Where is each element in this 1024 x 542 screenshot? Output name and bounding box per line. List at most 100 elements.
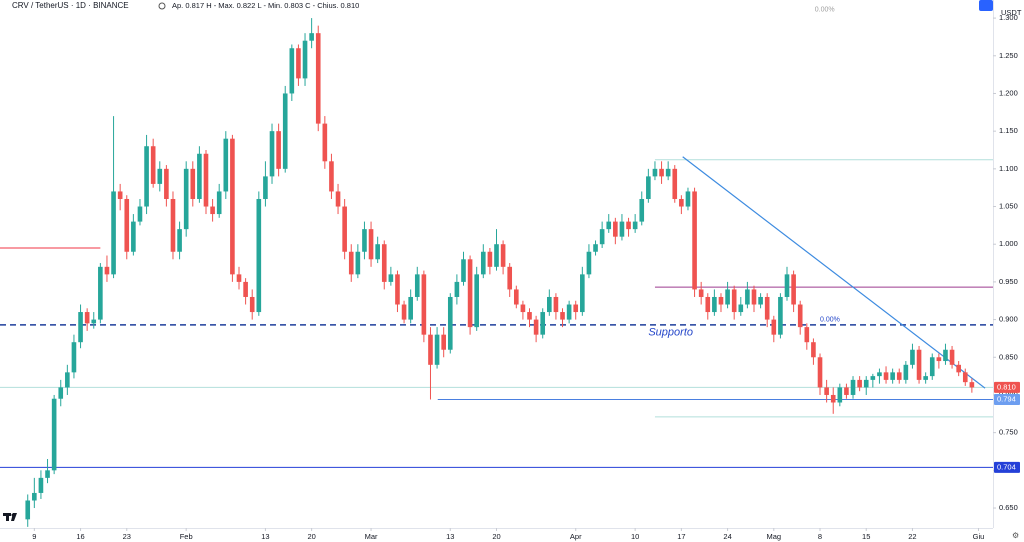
candle-body <box>692 191 697 290</box>
candle-body <box>837 387 843 403</box>
candle-body <box>355 251 361 275</box>
candle-body <box>540 312 546 335</box>
candle-body <box>144 146 149 207</box>
y-tick-label: 1.300 <box>999 13 1018 22</box>
candle-body <box>454 281 460 297</box>
candle-body <box>315 33 321 124</box>
candle-body <box>32 492 37 501</box>
candle-body <box>969 382 975 388</box>
candle-body <box>368 229 374 260</box>
candle-body <box>949 349 955 365</box>
y-tick-label: 0.850 <box>999 352 1018 361</box>
candle-body <box>778 296 783 335</box>
candle-body <box>962 372 968 383</box>
candle-body <box>210 206 215 215</box>
eye-icon[interactable] <box>158 2 166 10</box>
candle-body <box>223 138 229 192</box>
candle-body <box>84 312 90 324</box>
candle-body <box>203 153 209 207</box>
candle-body <box>388 274 394 282</box>
candle-body <box>408 296 413 320</box>
candle-body <box>910 349 915 365</box>
candle-body <box>764 296 770 320</box>
candle-body <box>916 349 922 380</box>
candle-body <box>626 221 631 230</box>
candle-body <box>309 33 314 41</box>
candle-body <box>494 244 499 267</box>
candle-body <box>216 191 222 215</box>
candle-body <box>117 191 123 199</box>
x-tick-label: 10 <box>631 532 639 541</box>
candle-body <box>566 304 572 320</box>
candle-body <box>362 229 367 252</box>
candle-body <box>784 274 790 297</box>
y-tick-label: 0.950 <box>999 277 1018 286</box>
currency[interactable]: USDT <box>1001 8 1022 17</box>
candle-body <box>857 379 862 388</box>
candle-body <box>725 289 730 305</box>
candle-body <box>78 312 83 343</box>
x-tick-label: 22 <box>908 532 916 541</box>
candle-body <box>718 296 724 305</box>
candle-body <box>619 221 625 237</box>
x-tick-label: 20 <box>307 532 315 541</box>
candle-body <box>520 304 526 313</box>
candle-body <box>943 349 948 362</box>
y-tick-label: 1.100 <box>999 164 1018 173</box>
settings-icon[interactable]: ⚙ <box>1012 531 1019 540</box>
x-tick-label: Mag <box>767 532 782 541</box>
tv-logo <box>3 513 17 521</box>
candle-body <box>170 198 176 252</box>
candle-body <box>98 266 103 320</box>
x-tick-label: 13 <box>446 532 454 541</box>
candle-body <box>111 191 116 275</box>
candle-body <box>513 289 519 305</box>
candle-body <box>414 274 420 297</box>
x-tick-label: 23 <box>123 532 131 541</box>
candle-body <box>461 259 466 282</box>
candle-body <box>956 364 961 373</box>
candle-body <box>527 312 532 320</box>
candle-body <box>731 289 737 313</box>
candle-body <box>124 198 130 252</box>
candle-body <box>593 244 598 252</box>
candle-body <box>51 398 57 471</box>
candle-body <box>758 296 763 305</box>
candle-body <box>533 319 539 335</box>
candle-body <box>183 168 189 230</box>
scale-button[interactable] <box>979 0 993 11</box>
candle-body <box>480 251 486 275</box>
candle-body <box>157 168 163 184</box>
candle-body <box>263 176 268 199</box>
x-tick-label: 9 <box>32 532 36 541</box>
candle-body <box>606 221 612 230</box>
candle-body <box>817 357 823 388</box>
candle-body <box>421 274 427 335</box>
candle-body <box>850 379 856 395</box>
candle-body <box>177 229 182 252</box>
y-tick-label: 1.250 <box>999 51 1018 60</box>
candle-body <box>672 168 678 199</box>
candle-body <box>560 312 565 320</box>
candle-body <box>428 334 433 365</box>
x-tick-label: 16 <box>76 532 84 541</box>
candle-body <box>553 296 559 313</box>
candle-body <box>230 138 235 275</box>
candle-body <box>348 251 354 275</box>
candle-body <box>335 191 341 207</box>
y-tick-label: 1.150 <box>999 126 1018 135</box>
price-label-bg <box>994 393 1020 405</box>
candle-body <box>751 289 757 305</box>
candle-body <box>131 221 136 252</box>
annotation: Supporto <box>648 326 693 338</box>
candle-body <box>936 357 942 362</box>
candle-body <box>652 168 658 177</box>
candle-body <box>58 387 64 399</box>
candle-body <box>104 266 110 275</box>
candle-body <box>547 296 552 313</box>
x-tick-label: 17 <box>677 532 685 541</box>
candle-body <box>685 191 691 207</box>
candle-body <box>613 221 618 237</box>
candle-body <box>381 244 387 282</box>
